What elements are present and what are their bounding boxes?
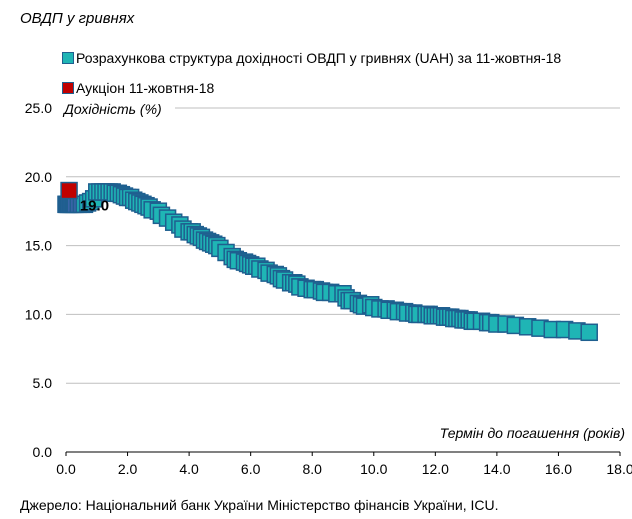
x-tick-label: 10.0: [360, 461, 387, 477]
chart-title: ОВДП у гривнях: [20, 10, 135, 27]
grid-lines: [66, 107, 620, 384]
x-tick-label: 0.0: [56, 461, 76, 477]
y-axis-label: Дохідність (%): [62, 101, 162, 117]
data-point-series2: [60, 181, 78, 200]
y-tick-label: 20.0: [25, 169, 52, 185]
y-tick-label: 25.0: [25, 100, 52, 116]
x-tick-label: 8.0: [302, 461, 322, 477]
legend-label-series2: Аукціон 11-жовтня-18: [76, 80, 215, 96]
legend-label-series1: Розрахункова структура дохідності ОВДП у…: [76, 50, 562, 66]
legend-swatch-series1: [62, 52, 74, 64]
axes: 0.0 5.0 10.0 15.0 20.0 25.0 0.0 2.0 4.0 6.0 8.0 10.…: [25, 100, 632, 477]
x-tick-label: 14.0: [483, 461, 510, 477]
source-note: Джерело: Національний банк України Мініс…: [20, 497, 499, 513]
annotations: 19.0: [80, 197, 109, 214]
legend-swatch-series2: [62, 82, 74, 94]
legend-entry-series2: Аукціон 11-жовтня-18: [62, 80, 214, 96]
x-tick-label: 12.0: [422, 461, 449, 477]
x-tick-label: 4.0: [179, 461, 199, 477]
data-label: 19.0: [80, 197, 109, 214]
x-tick-label: 18.0: [606, 461, 632, 477]
legend-entry-series1: Розрахункова структура дохідності ОВДП у…: [62, 50, 561, 66]
y-tick-label: 5.0: [33, 375, 53, 391]
y-tick-label: 0.0: [33, 444, 53, 460]
x-tick-label: 16.0: [545, 461, 572, 477]
y-tick-label: 10.0: [25, 306, 52, 322]
y-tick-label: 15.0: [25, 238, 52, 254]
data-points: [57, 181, 598, 342]
x-tick-label: 6.0: [241, 461, 261, 477]
x-tick-label: 2.0: [118, 461, 138, 477]
data-point-series1: [580, 323, 598, 342]
x-axis-label: Термін до погашення (років): [440, 425, 625, 441]
